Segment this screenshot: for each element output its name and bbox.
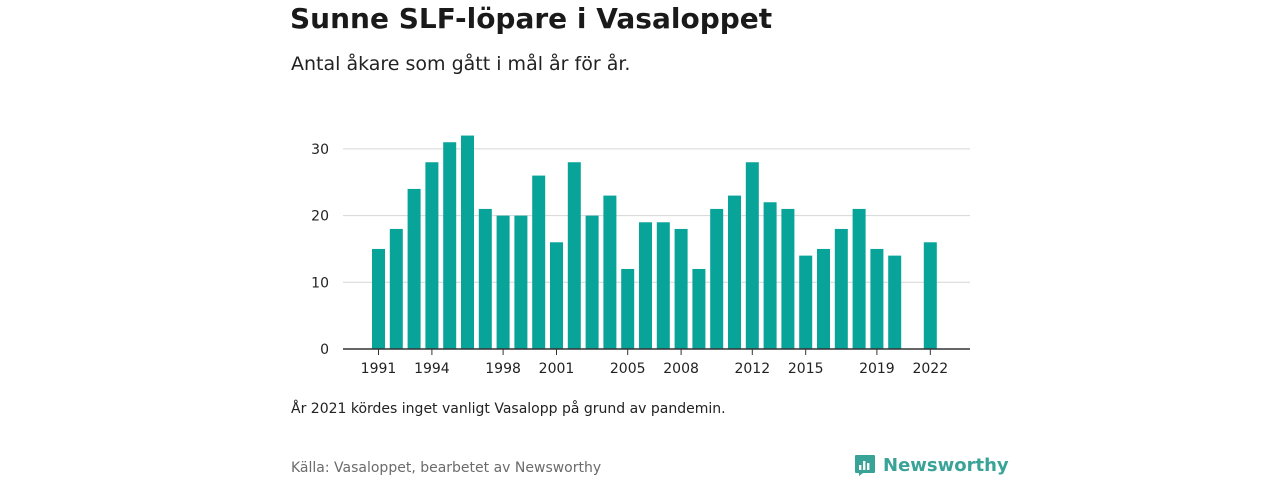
bar bbox=[763, 202, 777, 349]
bar bbox=[870, 248, 884, 349]
bar bbox=[692, 268, 706, 349]
bar bbox=[514, 215, 528, 349]
bar bbox=[781, 208, 795, 349]
bar bbox=[585, 215, 599, 349]
bar bbox=[817, 248, 830, 349]
bar bbox=[603, 195, 617, 349]
bar bbox=[852, 208, 866, 349]
bar bbox=[389, 228, 403, 349]
bar bbox=[496, 215, 510, 349]
bar bbox=[888, 255, 902, 349]
x-tick-label: 2005 bbox=[610, 361, 646, 377]
bar bbox=[621, 268, 635, 349]
brand-name: Newsworthy bbox=[883, 454, 1009, 476]
bar bbox=[532, 175, 546, 349]
bar bbox=[425, 162, 439, 349]
newsworthy-logo-icon bbox=[855, 455, 875, 476]
x-tick-label: 2019 bbox=[859, 361, 895, 377]
x-tick-label: 2001 bbox=[539, 361, 575, 377]
bar bbox=[461, 135, 474, 349]
source-text: Källa: Vasaloppet, bearbetet av Newswort… bbox=[291, 460, 602, 476]
bar bbox=[834, 228, 848, 349]
bar bbox=[550, 242, 563, 349]
bar bbox=[745, 162, 759, 349]
bar bbox=[656, 222, 670, 349]
bar bbox=[728, 195, 741, 349]
y-tick-label: 0 bbox=[320, 342, 329, 358]
chart-note: År 2021 kördes inget vanligt Vasalopp på… bbox=[291, 401, 726, 417]
bar bbox=[799, 255, 813, 349]
x-tick-label: 2022 bbox=[912, 361, 948, 377]
y-tick-label: 20 bbox=[311, 209, 329, 225]
bar bbox=[639, 222, 652, 349]
bar bbox=[443, 142, 457, 349]
x-tick-label: 1991 bbox=[361, 361, 397, 377]
x-tick-label: 1998 bbox=[485, 361, 521, 377]
x-tick-label: 2012 bbox=[734, 361, 770, 377]
x-axis-ticks: 1991 1994 1998 2001 2005 2008 2012 2015 2019 2022 bbox=[361, 349, 948, 377]
chart-subtitle: Antal åkare som gått i mål år för år. bbox=[291, 53, 631, 75]
x-tick-label: 2015 bbox=[788, 361, 824, 377]
bar bbox=[710, 208, 724, 349]
x-tick-label: 1994 bbox=[414, 361, 450, 377]
bar bbox=[478, 208, 492, 349]
y-tick-label: 30 bbox=[311, 142, 329, 158]
y-tick-label: 10 bbox=[311, 275, 329, 291]
newsworthy-logo: Newsworthy bbox=[853, 453, 1009, 477]
bar-chart: 0 10 20 30 1991 1994 1998 2001 2005 2008 2012 2015… bbox=[311, 135, 970, 377]
bars bbox=[372, 135, 937, 349]
x-tick-label: 2008 bbox=[663, 361, 699, 377]
bar bbox=[674, 228, 688, 349]
bar bbox=[372, 248, 385, 349]
bar bbox=[923, 242, 937, 349]
chart-title: Sunne SLF-löpare i Vasaloppet bbox=[290, 2, 773, 35]
bar bbox=[407, 188, 421, 349]
y-axis-ticks: 0 10 20 30 bbox=[311, 142, 329, 358]
bar bbox=[567, 162, 581, 349]
